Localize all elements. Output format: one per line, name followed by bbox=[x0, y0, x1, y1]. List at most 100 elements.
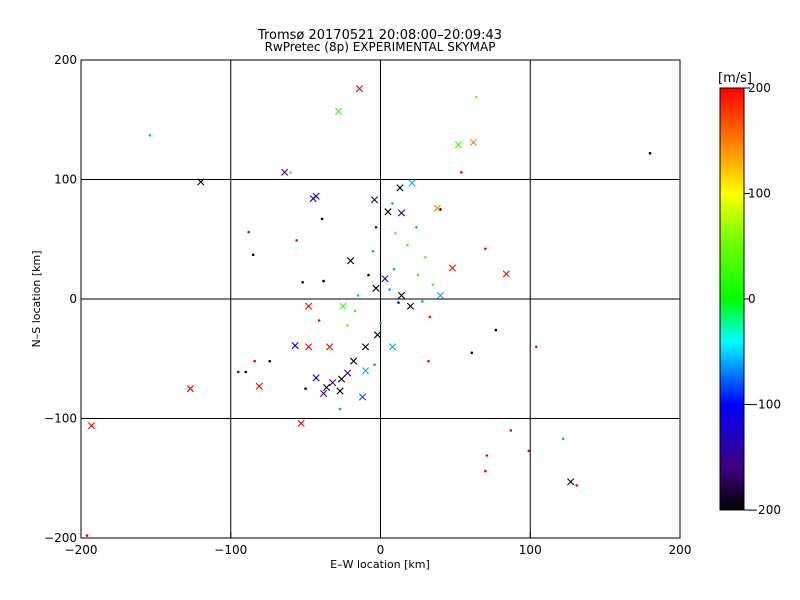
scatter-cross bbox=[297, 419, 305, 427]
scatter-dot bbox=[509, 429, 513, 432]
y-axis-ticks: −200 −100 0 100 200 bbox=[44, 53, 87, 545]
x-tick-label: −100 bbox=[214, 543, 247, 557]
scatter-dot bbox=[304, 387, 307, 390]
scatter-dot bbox=[374, 226, 378, 229]
scatter-dot bbox=[367, 273, 370, 277]
scatter-dot bbox=[470, 351, 474, 355]
chart-subtitle: RwPretec (8p) EXPERIMENTAL SKYMAP bbox=[265, 40, 496, 54]
scatter-cross bbox=[372, 284, 380, 292]
scatter-cross bbox=[406, 302, 415, 310]
chart-title: Tromsø 20170521 20:08:00–20:09:43 bbox=[257, 28, 502, 43]
scatter-dot bbox=[416, 273, 420, 277]
scatter-dot bbox=[575, 484, 578, 487]
scatter-dot bbox=[85, 534, 89, 537]
scatter-cross bbox=[469, 138, 477, 147]
y-tick-label: −200 bbox=[44, 531, 77, 545]
scatter-dot bbox=[388, 288, 391, 291]
scatter-cross bbox=[355, 85, 364, 93]
scatter-cross bbox=[502, 270, 510, 278]
scatter-cross bbox=[448, 264, 456, 272]
scatter-dot bbox=[397, 301, 400, 304]
scatter-dot bbox=[379, 321, 382, 325]
scatter-cross bbox=[454, 141, 462, 149]
scatter-dot bbox=[534, 345, 538, 349]
colorbar-tick-label: −100 bbox=[748, 398, 781, 412]
scatter-cross bbox=[384, 208, 392, 216]
scatter-dot bbox=[391, 202, 394, 205]
scatter-cross bbox=[309, 195, 317, 203]
colorbar-tick-label: −200 bbox=[748, 503, 781, 517]
x-tick-label: −200 bbox=[65, 543, 98, 557]
colorbar-ticks: −200 −100 0 100 200 bbox=[744, 81, 781, 517]
scatter-dot bbox=[301, 280, 304, 284]
scatter-dot bbox=[371, 249, 375, 253]
scatter-cross bbox=[397, 291, 406, 300]
scatter-dot bbox=[427, 359, 430, 363]
scatter-cross bbox=[281, 168, 289, 176]
scatter-cross bbox=[436, 291, 444, 300]
y-tick-label: −100 bbox=[44, 412, 77, 426]
scatter-cross bbox=[370, 196, 379, 204]
scatter-cross bbox=[567, 478, 575, 486]
scatter-cross bbox=[197, 178, 205, 186]
scatter-cross bbox=[305, 302, 313, 310]
scatter-dot bbox=[394, 231, 397, 235]
scatter-cross bbox=[337, 375, 346, 383]
scatter-cross bbox=[361, 367, 370, 375]
colorbar-tick-label: 100 bbox=[748, 187, 771, 201]
scatter-dot bbox=[236, 370, 240, 374]
scatter-dot bbox=[244, 370, 248, 374]
scatter-dot bbox=[353, 309, 357, 313]
scatter-cross bbox=[346, 257, 355, 265]
scatter-cross bbox=[323, 383, 331, 392]
scatter-cross bbox=[388, 343, 397, 351]
scatter-cross bbox=[87, 422, 96, 430]
scatter-dot bbox=[295, 239, 298, 242]
colorbar bbox=[719, 87, 745, 511]
scatter-dot bbox=[322, 279, 325, 283]
scatter-dot bbox=[356, 294, 360, 297]
scatter-dot bbox=[431, 283, 435, 286]
scatter-dot bbox=[392, 267, 396, 271]
colorbar-tick-label: 0 bbox=[748, 292, 756, 306]
scatter-cross bbox=[343, 369, 352, 377]
scatter-marks bbox=[85, 85, 652, 537]
scatter-dot bbox=[484, 469, 487, 473]
scatter-dot bbox=[485, 454, 489, 457]
scatter-dot bbox=[415, 226, 418, 229]
scatter-cross bbox=[328, 379, 337, 387]
scatter-cross bbox=[361, 343, 370, 351]
scatter-cross bbox=[373, 331, 382, 339]
scatter-cross bbox=[396, 184, 404, 192]
scatter-dot bbox=[475, 95, 478, 99]
scatter-cross bbox=[408, 179, 416, 187]
scatter-dot bbox=[317, 319, 321, 322]
scatter-cross bbox=[334, 107, 343, 115]
scatter-cross bbox=[291, 342, 299, 350]
scatter-dot bbox=[460, 171, 463, 174]
scatter-dot bbox=[484, 247, 487, 251]
scatter-cross bbox=[305, 343, 313, 351]
scatter-cross bbox=[336, 387, 344, 395]
x-tick-label: 0 bbox=[377, 543, 385, 557]
y-tick-label: 0 bbox=[69, 292, 77, 306]
scatter-dot bbox=[648, 151, 652, 155]
colorbar-label: [m/s] bbox=[718, 71, 752, 86]
scatter-dot bbox=[268, 359, 271, 363]
y-tick-label: 100 bbox=[54, 173, 77, 187]
x-tick-label: 200 bbox=[669, 543, 692, 557]
scatter-cross bbox=[312, 374, 320, 382]
scatter-dot bbox=[253, 359, 257, 363]
scatter-dot bbox=[338, 407, 342, 411]
scatter-dot bbox=[424, 255, 427, 259]
x-tick-label: 100 bbox=[519, 543, 542, 557]
scatter-cross bbox=[381, 275, 389, 283]
scatter-cross bbox=[358, 393, 367, 401]
scatter-cross bbox=[186, 385, 194, 393]
scatter-dot bbox=[421, 300, 424, 303]
scatter-dot bbox=[251, 253, 255, 257]
scatter-dot bbox=[561, 437, 565, 441]
scatter-dot bbox=[527, 449, 531, 453]
scatter-cross bbox=[255, 382, 263, 390]
